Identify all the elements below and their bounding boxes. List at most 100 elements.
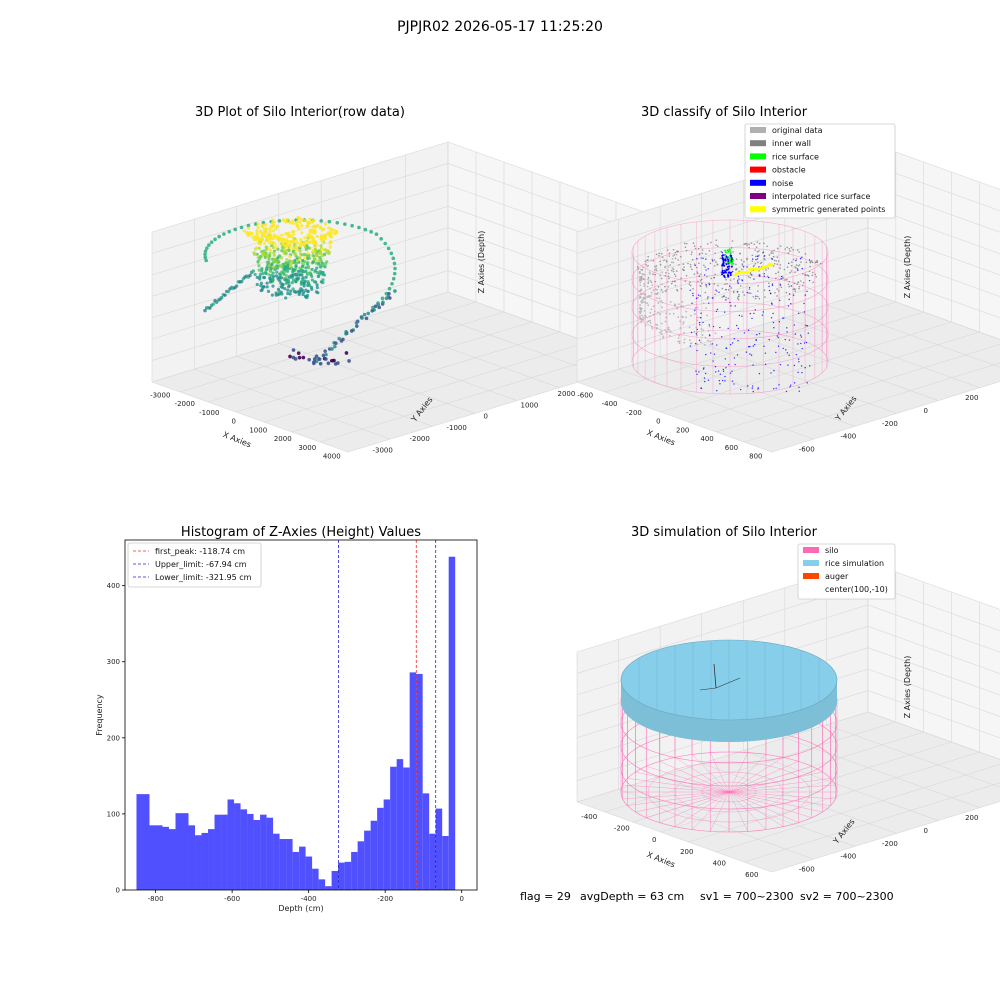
inner-wall-point xyxy=(743,260,745,263)
noise-point xyxy=(790,384,792,386)
inner-wall-point xyxy=(671,280,674,283)
original-point xyxy=(690,314,692,317)
data-point xyxy=(281,218,286,222)
x-tick-label: -3000 xyxy=(150,391,170,399)
data-point xyxy=(390,281,394,286)
data-point xyxy=(205,246,209,250)
noise-point xyxy=(763,345,765,347)
data-point xyxy=(320,271,324,275)
noise-point xyxy=(716,390,718,392)
noise-point xyxy=(708,302,710,304)
data-point xyxy=(316,291,320,295)
grid-line xyxy=(867,206,1000,254)
original-point xyxy=(682,321,685,324)
inner-wall-point xyxy=(763,289,766,292)
data-point xyxy=(304,269,308,274)
noise-point xyxy=(747,329,750,331)
inner-wall-point xyxy=(729,279,732,281)
original-point xyxy=(639,317,642,320)
noise-point xyxy=(730,265,733,268)
data-point xyxy=(320,254,324,258)
original-point xyxy=(693,330,696,333)
data-point xyxy=(295,259,300,263)
histogram-bar xyxy=(182,813,189,890)
original-point xyxy=(696,334,698,337)
data-point xyxy=(299,269,303,273)
data-point xyxy=(319,236,323,240)
panel-classify-3d: 3D classify of Silo Interior -600 -400 -20… xyxy=(576,105,1000,461)
noise-point xyxy=(737,340,739,342)
grid-line xyxy=(576,270,869,361)
y-tick-label: 200 xyxy=(965,394,978,402)
noise-point xyxy=(694,342,697,345)
original-point xyxy=(679,327,682,329)
noise-point xyxy=(786,331,788,333)
inner-wall-point xyxy=(654,280,656,283)
data-point xyxy=(255,231,259,235)
inner-wall-point xyxy=(746,244,749,246)
inner-wall-point xyxy=(688,283,691,286)
data-point xyxy=(364,316,369,321)
inner-wall-point xyxy=(697,247,700,250)
noise-point xyxy=(809,365,811,367)
data-point xyxy=(300,224,304,228)
noise-point xyxy=(750,354,753,356)
inner-wall-point xyxy=(692,242,695,245)
inner-wall-point xyxy=(673,254,676,256)
inner-wall-point xyxy=(736,297,739,300)
noise-point xyxy=(721,273,724,276)
original-point xyxy=(707,329,710,332)
data-point xyxy=(288,292,292,296)
inner-wall-point xyxy=(693,273,696,275)
noise-point xyxy=(698,321,701,324)
inner-wall-point xyxy=(776,247,779,250)
inner-wall-point xyxy=(705,253,707,255)
original-point xyxy=(649,272,651,275)
original-point xyxy=(639,281,642,284)
noise-point xyxy=(737,327,739,330)
data-point xyxy=(285,258,289,262)
inner-wall-point xyxy=(735,258,738,261)
inner-wall-point xyxy=(704,266,706,268)
noise-point xyxy=(702,321,704,324)
data-point xyxy=(323,222,328,226)
inner-wall-point xyxy=(794,288,796,291)
symmetric-point xyxy=(770,264,774,267)
noise-point xyxy=(723,311,726,313)
inner-wall-point xyxy=(740,259,743,261)
noise-point xyxy=(724,375,726,378)
inner-wall-point xyxy=(690,253,693,256)
noise-point xyxy=(739,388,742,391)
inner-wall-point xyxy=(798,264,801,266)
inner-wall-point xyxy=(682,263,685,265)
inner-wall-point xyxy=(732,251,734,253)
grid-line xyxy=(179,301,477,393)
inner-wall-point xyxy=(757,290,759,292)
noise-point xyxy=(804,294,807,296)
data-point xyxy=(287,283,291,288)
inner-wall-point xyxy=(683,242,686,245)
data-point xyxy=(283,261,287,265)
inner-wall-point xyxy=(809,261,812,264)
data-point xyxy=(272,253,276,257)
original-point xyxy=(678,334,681,337)
grid-line xyxy=(688,751,980,843)
inner-wall-point xyxy=(665,271,667,274)
data-point xyxy=(301,259,305,263)
grid-line xyxy=(701,763,897,834)
data-point xyxy=(306,236,310,240)
pane-floor xyxy=(577,292,1000,452)
data-point xyxy=(322,273,327,277)
noise-point xyxy=(768,338,771,341)
inner-wall-point xyxy=(795,264,798,266)
inner-wall-point xyxy=(789,250,791,252)
legend-swatch xyxy=(803,573,819,579)
noise-point xyxy=(806,290,808,293)
noise-point xyxy=(722,370,725,373)
inner-wall-point xyxy=(721,266,724,268)
inner-wall-point xyxy=(814,261,817,264)
data-point xyxy=(266,289,271,293)
y-tick-label: -2000 xyxy=(410,435,430,443)
original-point xyxy=(662,335,665,338)
inner-wall-point xyxy=(673,273,676,276)
